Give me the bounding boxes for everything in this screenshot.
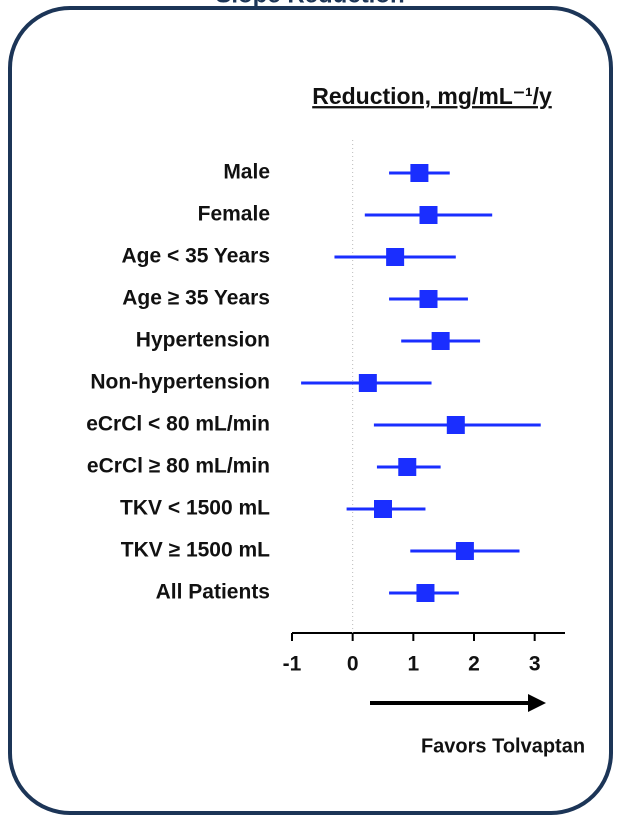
x-tick-label: 0	[347, 653, 359, 676]
point-estimate	[419, 290, 438, 308]
row-label: eCrCl ≥ 80 mL/min	[87, 455, 270, 478]
point-estimate	[386, 248, 405, 266]
point-estimate	[455, 542, 474, 560]
row-label: eCrCl < 80 mL/min	[86, 413, 270, 436]
point-estimate	[416, 584, 435, 602]
point-estimate	[446, 416, 465, 434]
row-label: TKV ≥ 1500 mL	[121, 539, 270, 562]
x-tick-label: 3	[529, 653, 541, 676]
point-estimate	[431, 332, 450, 350]
row-label: Age < 35 Years	[122, 245, 270, 268]
row-label: Male	[223, 161, 270, 184]
point-estimate	[358, 374, 377, 392]
x-tick-label: 2	[468, 653, 480, 676]
row-label: Non-hypertension	[90, 371, 270, 394]
arrow-head	[528, 694, 546, 712]
point-estimate	[410, 164, 429, 182]
row-label: All Patients	[156, 581, 270, 604]
frame	[8, 6, 613, 815]
x-tick-label: -1	[283, 653, 302, 676]
row-label: Age ≥ 35 Years	[122, 287, 270, 310]
header: Reduction, mg/mL⁻¹/y	[312, 83, 552, 109]
chart-title: Slope Reduction	[215, 0, 404, 8]
annotation: Favors Tolvaptan	[421, 735, 585, 757]
point-estimate	[398, 458, 417, 476]
row-label: TKV < 1500 mL	[120, 497, 270, 520]
row-label: Hypertension	[136, 329, 270, 352]
point-estimate	[374, 500, 392, 518]
point-estimate	[419, 206, 438, 224]
row-label: Female	[198, 203, 270, 226]
x-tick-label: 1	[407, 653, 419, 676]
